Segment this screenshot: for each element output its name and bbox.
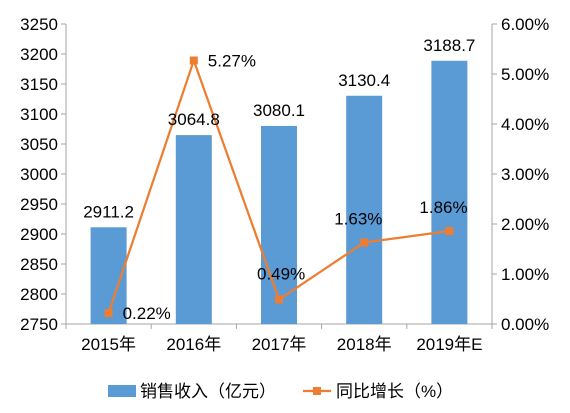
left-tick-label: 2850 [20, 255, 58, 274]
growth-point [189, 56, 198, 65]
left-tick-label: 3000 [20, 165, 58, 184]
bar-value-label: 2911.2 [83, 202, 134, 221]
left-tick-label: 3250 [20, 15, 58, 34]
growth-value-label: 0.22% [123, 304, 171, 323]
bar [261, 125, 297, 324]
bar-value-label: 3064.8 [168, 110, 220, 129]
right-tick-label: 3.00% [501, 165, 549, 184]
growth-value-label: 5.27% [208, 52, 256, 71]
right-tick-label: 1.00% [501, 265, 549, 284]
left-tick-label: 2750 [20, 315, 58, 334]
right-tick-label: 2.00% [501, 215, 549, 234]
right-tick-label: 6.00% [501, 15, 549, 34]
bars-layer [90, 60, 468, 324]
bar [346, 95, 383, 324]
x-tick-label: 2018年 [337, 335, 392, 354]
x-tick-label: 2016年 [166, 335, 221, 354]
left-tick-label: 3150 [20, 75, 58, 94]
growth-value-label: 1.63% [334, 210, 382, 229]
bar-value-label: 3188.7 [423, 36, 475, 55]
growth-point [445, 227, 454, 235]
bar [175, 135, 212, 324]
x-tick-label: 2015年 [81, 335, 136, 354]
bar-value-label: 3080.1 [253, 101, 305, 120]
left-tick-label: 3200 [20, 45, 58, 64]
left-tick-label: 2950 [20, 195, 58, 214]
growth-point [360, 238, 369, 247]
right-tick-label: 4.00% [501, 115, 549, 134]
axes-layer: 2750 2800 2850 2900 2950 3000 3050 3100 3150 3200… [20, 15, 549, 354]
growth-point [104, 309, 113, 317]
left-tick-label: 2900 [20, 225, 58, 244]
right-tick-label: 5.00% [501, 65, 549, 84]
bar-value-label: 3130.4 [338, 71, 390, 90]
legend-label-line: 同比增长（%） [336, 382, 453, 401]
x-tick-label: 2017年 [252, 335, 307, 354]
growth-point [275, 295, 283, 304]
legend: 销售收入（亿元） 同比增长（%） [108, 382, 453, 401]
legend-swatch-bar [108, 385, 136, 397]
labels-layer: 2911.2 3064.8 3080.1 3130.4 3188.7 0.22% 5.27%… [83, 36, 475, 323]
legend-label-bar: 销售收入（亿元） [140, 382, 276, 401]
line-layer [104, 56, 454, 317]
legend-swatch-marker [313, 387, 321, 395]
bar [431, 60, 468, 324]
left-tick-label: 3100 [20, 105, 58, 124]
right-tick-label: 0.00% [501, 315, 549, 334]
left-tick-label: 2800 [20, 285, 58, 304]
x-tick-label: 2019年E [416, 335, 482, 354]
growth-value-label: 1.86% [419, 198, 467, 217]
left-tick-label: 3050 [20, 135, 58, 154]
growth-value-label: 0.49% [257, 265, 305, 284]
